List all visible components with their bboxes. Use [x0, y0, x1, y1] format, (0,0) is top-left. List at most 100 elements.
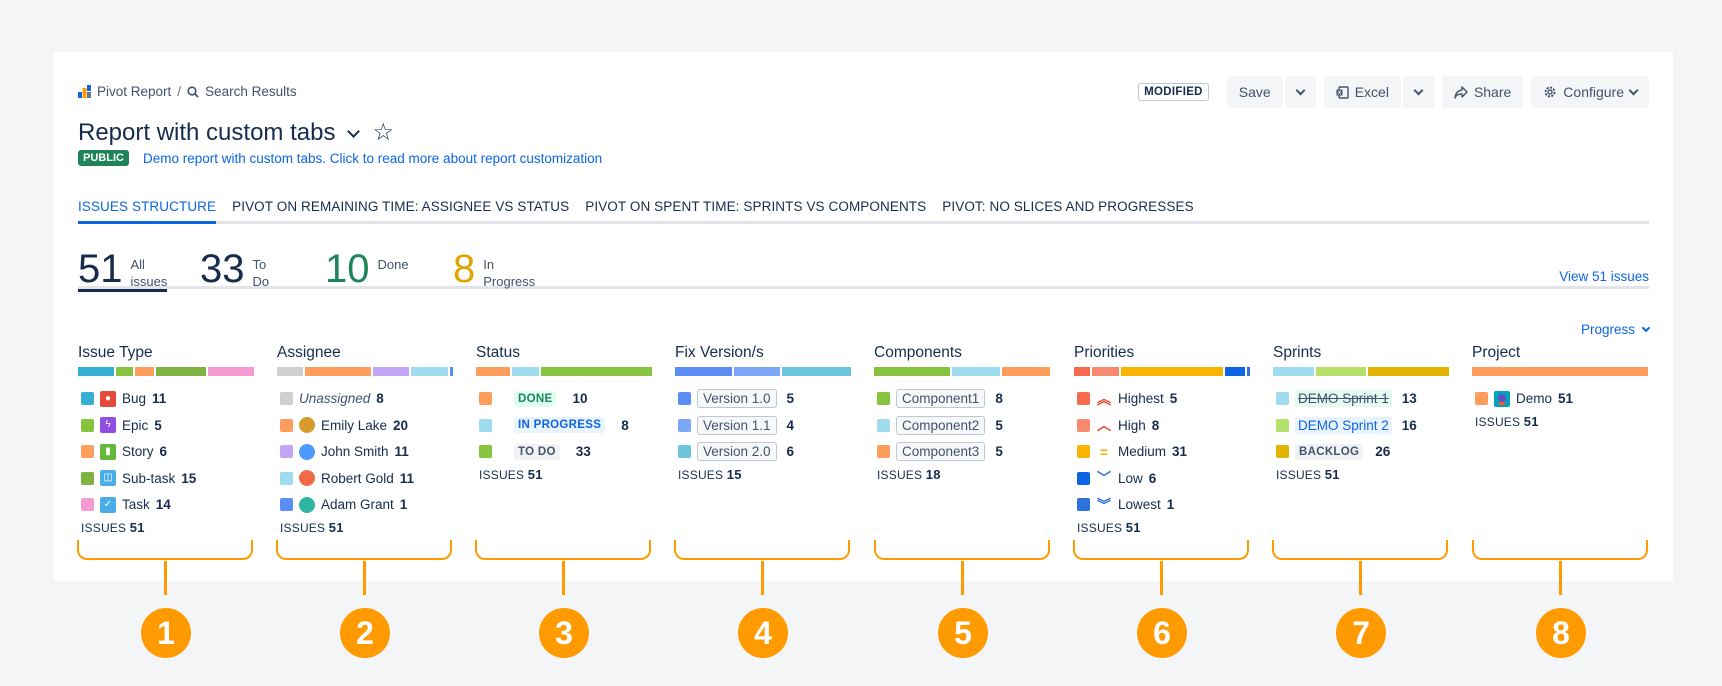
list-item[interactable]: IN PROGRESS 8 [476, 414, 652, 437]
list-item[interactable]: DEMO Sprint 2 16 [1273, 414, 1449, 437]
column-sprints: Sprints DEMO Sprint 1 13 DEMO Sprint 2 1… [1273, 344, 1449, 482]
list-item[interactable]: Adam Grant 1 [277, 493, 453, 516]
annotation-stem [363, 561, 366, 595]
bar-segment-task[interactable] [207, 367, 254, 376]
bar-segment-low[interactable] [1224, 367, 1245, 376]
list-item[interactable]: BACKLOG 26 [1273, 440, 1449, 463]
star-icon[interactable]: ☆ [372, 119, 394, 146]
list-item[interactable]: ﹀ Low 6 [1074, 467, 1250, 490]
tab-issues-structure[interactable]: ISSUES STRUCTURE [78, 194, 217, 224]
tab-pivot-spent-time[interactable]: PIVOT ON SPENT TIME: SPRINTS VS COMPONEN… [585, 199, 927, 214]
bar-segment-demo-sprint-1[interactable] [1273, 367, 1314, 376]
progress-dropdown[interactable]: Progress [1581, 322, 1651, 337]
issues-total: ISSUES 51 [476, 467, 652, 482]
bar-segment-component1[interactable] [874, 367, 951, 376]
bar-segment-component3[interactable] [1002, 367, 1050, 376]
list-item[interactable]: TO DO 33 [476, 440, 652, 463]
item-count: 5 [995, 417, 1003, 433]
bar-segment-john-smith[interactable] [373, 367, 410, 376]
tab-pivot-no-slices[interactable]: PIVOT: NO SLICES AND PROGRESSES [942, 199, 1194, 214]
breadcrumb-current[interactable]: Search Results [205, 84, 297, 99]
view-issues-link[interactable]: View 51 issues [1559, 269, 1649, 284]
bar-segment-version-1-0[interactable] [675, 367, 733, 376]
list-item[interactable]: Demo 51 [1472, 387, 1648, 410]
issues-total-value: 15 [726, 466, 742, 482]
status-lozenge: IN PROGRESS [514, 417, 606, 433]
bar-segment-robert-gold[interactable] [411, 367, 448, 376]
stat-in-progress[interactable]: 8 In Progress [453, 249, 536, 289]
bar-segment-version-2-0[interactable] [782, 367, 851, 376]
list-item[interactable]: ● Bug 11 [78, 387, 254, 410]
list-item[interactable]: DONE 10 [476, 387, 652, 410]
bar-segment-adam-grant[interactable] [449, 367, 453, 376]
list-item[interactable]: Unassigned 8 [277, 387, 453, 410]
list-item[interactable]: ✓ Task 14 [78, 493, 254, 516]
list-item[interactable]: Version 1.0 5 [675, 387, 851, 410]
chevron-down-icon[interactable] [347, 125, 361, 138]
list-item[interactable]: ︿ High 8 [1074, 414, 1250, 437]
item-count: 4 [786, 417, 795, 433]
list-item[interactable]: Component3 5 [874, 440, 1050, 463]
bar-segment-highest[interactable] [1074, 367, 1091, 376]
list-item[interactable]: Component2 5 [874, 414, 1050, 437]
bar-segment-emily-lake[interactable] [305, 367, 372, 376]
list-item[interactable]: = Medium 31 [1074, 440, 1250, 463]
issues-total-value: 18 [925, 466, 941, 482]
column-status: Status DONE 10 IN PROGRESS 8 TO DO 33 IS… [476, 344, 652, 482]
item-label: Demo [1516, 391, 1553, 406]
bar-segment-done[interactable] [476, 367, 510, 376]
list-item[interactable]: DEMO Sprint 1 13 [1273, 387, 1449, 410]
item-label: Low [1118, 470, 1143, 486]
list-item[interactable]: Robert Gold 11 [277, 467, 453, 490]
list-item[interactable]: Version 2.0 6 [675, 440, 851, 463]
bar-segment-demo-sprint-2[interactable] [1315, 367, 1366, 376]
configure-button[interactable]: Configure [1531, 76, 1649, 108]
excel-options-button[interactable] [1402, 76, 1434, 108]
bar-segment-component2[interactable] [952, 367, 1001, 376]
stat-label-line: Progress [483, 274, 536, 289]
annotation-stem [1559, 561, 1562, 595]
bar-segment-lowest[interactable] [1246, 367, 1251, 376]
save-button[interactable]: Save [1226, 76, 1283, 108]
stat-to-do[interactable]: 33 To Do [200, 249, 269, 289]
distribution-bar [1273, 367, 1449, 376]
item-count: 1 [1166, 497, 1175, 512]
list-item[interactable]: John Smith 11 [277, 440, 453, 463]
excel-button[interactable]: X Excel [1323, 76, 1401, 108]
bar-segment-unassigned[interactable] [277, 367, 304, 376]
list-item[interactable]: Component1 8 [874, 387, 1050, 410]
bar-segment-to-do[interactable] [540, 367, 652, 376]
item-count: 6 [159, 444, 168, 459]
legend-swatch [280, 445, 293, 458]
column-priorities: Priorities ︽ Highest 5 ︿ High 8 = Medium… [1074, 344, 1251, 535]
save-options-button[interactable] [1284, 76, 1316, 108]
list-item[interactable]: ︾ Lowest 1 [1074, 493, 1250, 516]
issues-total: ISSUES 51 [1273, 467, 1449, 482]
list-item[interactable]: ϟ Epic 5 [78, 414, 254, 437]
bar-segment-epic[interactable] [116, 367, 133, 376]
list-item[interactable]: Emily Lake 20 [277, 414, 453, 437]
legend-swatch [1077, 498, 1090, 511]
item-count: 10 [572, 391, 588, 406]
breadcrumb-root[interactable]: Pivot Report [97, 84, 172, 99]
issues-label: ISSUES [479, 467, 525, 482]
bar-segment-bug[interactable] [78, 367, 115, 376]
bar-segment-in-progress[interactable] [511, 367, 539, 376]
bar-segment-subtask[interactable] [156, 367, 206, 376]
bar-segment-version-1-1[interactable] [734, 367, 781, 376]
bar-segment-demo[interactable] [1472, 367, 1648, 376]
list-item[interactable]: ▮ Story 6 [78, 440, 254, 463]
list-item[interactable]: Version 1.1 4 [675, 414, 851, 437]
item-count: 8 [995, 391, 1003, 406]
tab-pivot-remaining-time[interactable]: PIVOT ON REMAINING TIME: ASSIGNEE VS STA… [232, 199, 570, 214]
stat-all-issues[interactable]: 51 All issues [78, 249, 168, 292]
bar-segment-backlog[interactable] [1367, 367, 1449, 376]
list-item[interactable]: ︽ Highest 5 [1074, 387, 1250, 410]
bar-segment-high[interactable] [1092, 367, 1119, 376]
list-item[interactable]: ◫ Sub-task 15 [78, 467, 254, 490]
report-description-link[interactable]: Demo report with custom tabs. Click to r… [142, 150, 603, 166]
bar-segment-story[interactable] [134, 367, 155, 376]
bar-segment-medium[interactable] [1120, 367, 1223, 376]
stat-done[interactable]: 10 Done [325, 249, 409, 289]
share-button[interactable]: Share [1441, 76, 1524, 108]
